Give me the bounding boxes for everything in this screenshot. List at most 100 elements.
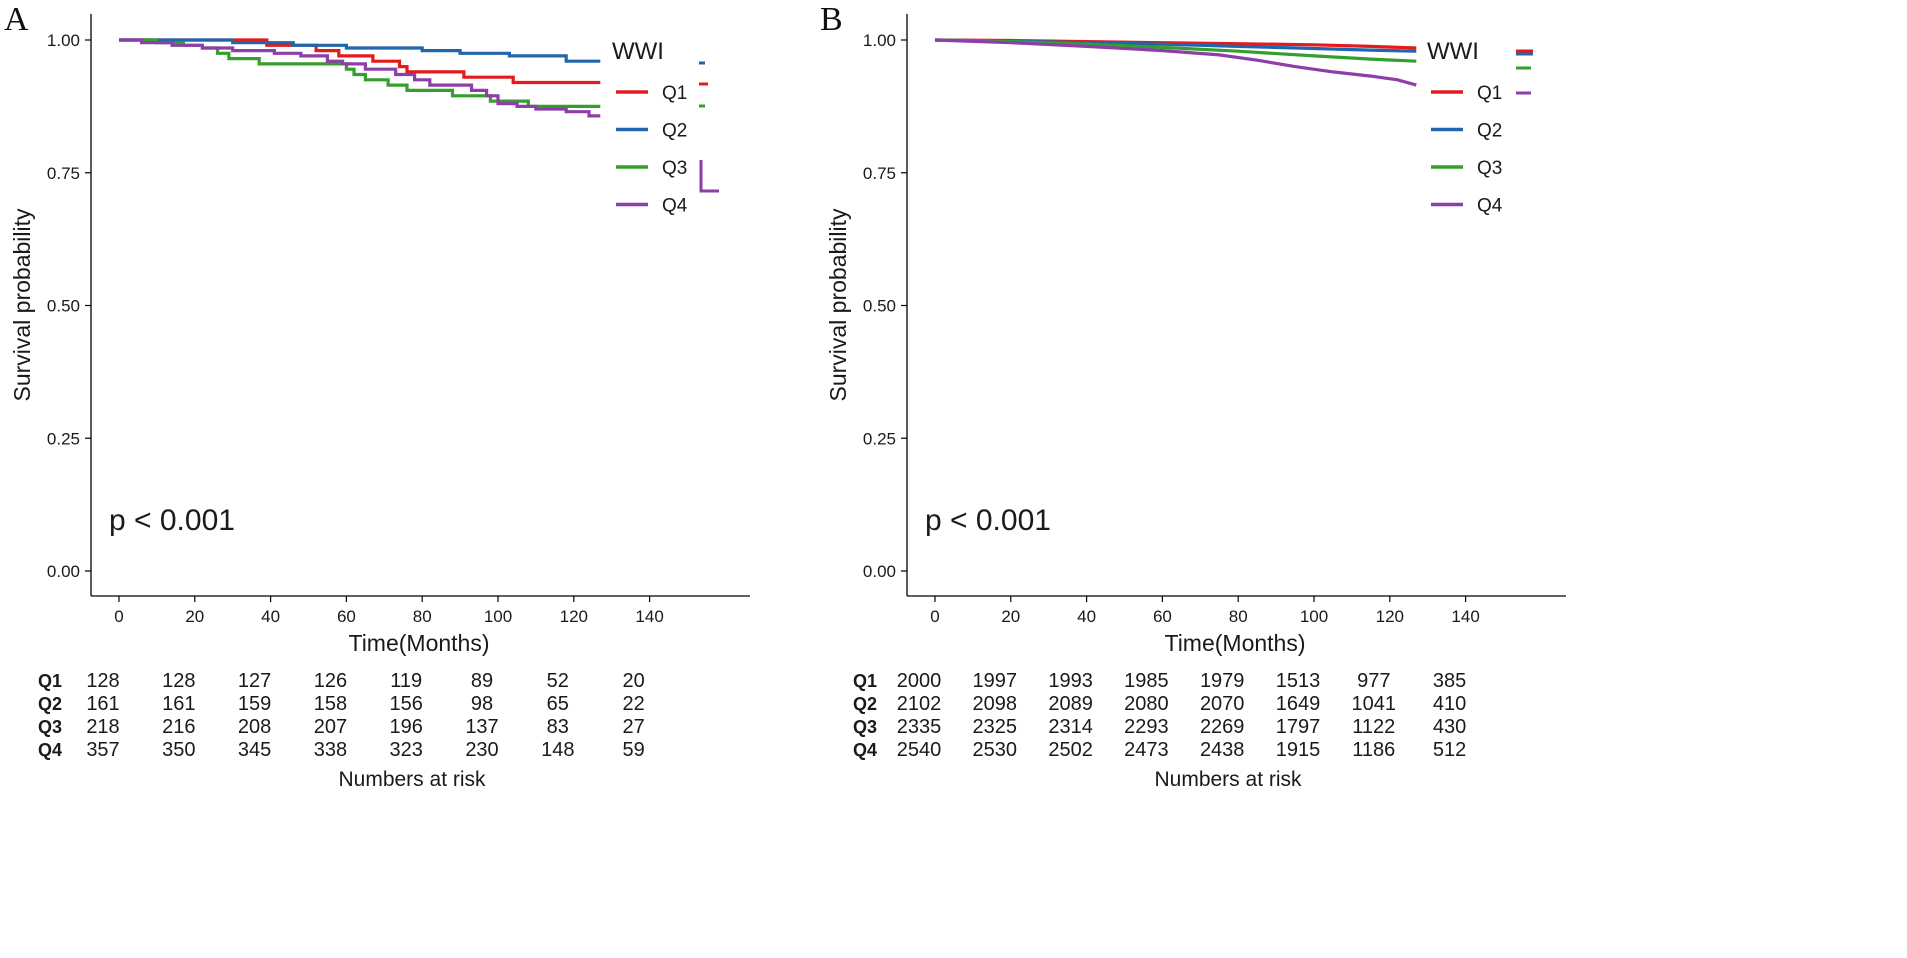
- y-tick-label: 0.50: [47, 297, 80, 316]
- risk-cell: 1993: [1048, 670, 1093, 692]
- y-tick-label: 0.00: [47, 562, 80, 581]
- risk-cell: 207: [314, 716, 347, 738]
- risk-cell: 1186: [1352, 739, 1395, 761]
- risk-cell: 2502: [1048, 739, 1093, 761]
- risk-row-label: Q1: [38, 671, 62, 691]
- panel-label: B: [820, 1, 843, 38]
- x-tick-label: 140: [1451, 607, 1479, 626]
- risk-cell: 977: [1357, 670, 1390, 692]
- x-tick-label: 0: [114, 607, 123, 626]
- risk-cell: 2473: [1124, 739, 1169, 761]
- legend-label-q2: Q2: [1477, 121, 1502, 142]
- y-tick-label: 0.75: [47, 164, 80, 183]
- panel-b: B 0.00 0.25 0.50 0.75 1.00 0 20 40 60 80 100 120 140 T…: [820, 1, 1566, 791]
- p-value-text: p < 0.001: [925, 504, 1051, 537]
- legend-title: WWI: [1427, 38, 1479, 65]
- risk-cell: 2000: [897, 670, 942, 692]
- risk-cell: 1985: [1124, 670, 1169, 692]
- risk-row-label: Q3: [38, 717, 62, 737]
- legend-label-q4: Q4: [662, 196, 688, 217]
- risk-cell: 128: [86, 670, 119, 692]
- risk-cell: 350: [162, 739, 195, 761]
- x-tick-label: 80: [413, 607, 432, 626]
- series-line-q4: [119, 38, 601, 118]
- legend-label-q3: Q3: [662, 158, 687, 179]
- risk-row-label: Q1: [853, 671, 877, 691]
- risk-cell: 2070: [1200, 693, 1245, 715]
- risk-cell: 216: [162, 716, 195, 738]
- risk-cell: 52: [547, 670, 569, 692]
- y-axis-title: Survival probability: [9, 208, 35, 402]
- legend: WWI Q1 Q2 Q3 Q4: [612, 38, 688, 217]
- risk-table: Q1 2000 1997 1993 1985 1979 1513 977 385 Q2 2102 20…: [853, 670, 1466, 791]
- risk-cell: 208: [238, 716, 271, 738]
- panel-label: A: [4, 1, 29, 38]
- risk-cell: 126: [314, 670, 347, 692]
- y-tick-label: 0.00: [863, 562, 896, 581]
- risk-cell: 345: [238, 739, 271, 761]
- risk-row-label: Q2: [38, 694, 62, 714]
- legend-label-q1: Q1: [662, 83, 687, 104]
- risk-cell: 230: [465, 739, 498, 761]
- y-tick-label: 1.00: [863, 31, 896, 50]
- risk-cell: 196: [390, 716, 423, 738]
- risk-cell: 1797: [1276, 716, 1321, 738]
- risk-cell: 2438: [1200, 739, 1245, 761]
- legend-label-q1: Q1: [1477, 83, 1502, 104]
- risk-cell: 2314: [1048, 716, 1093, 738]
- risk-cell: 89: [471, 670, 493, 692]
- risk-cell: 2269: [1200, 716, 1245, 738]
- legend-label-q4: Q4: [1477, 196, 1503, 217]
- risk-cell: 137: [465, 716, 498, 738]
- risk-cell: 161: [162, 693, 195, 715]
- series-line-q4: [934, 38, 1417, 87]
- series-line-q3: [119, 38, 601, 109]
- x-tick-label: 120: [560, 607, 588, 626]
- x-tick-label: 0: [930, 607, 939, 626]
- legend-label-q2: Q2: [662, 121, 687, 142]
- risk-cell: 156: [390, 693, 423, 715]
- risk-cell: 430: [1433, 716, 1466, 738]
- legend: WWI Q1 Q2 Q3 Q4: [1427, 38, 1503, 217]
- risk-cell: 218: [86, 716, 119, 738]
- x-tick-label: 40: [1077, 607, 1096, 626]
- x-tick-label: 40: [261, 607, 280, 626]
- risk-cell: 2293: [1124, 716, 1169, 738]
- risk-row-label: Q4: [38, 740, 62, 760]
- legend-curve-fragments: [699, 61, 719, 193]
- risk-row-label: Q2: [853, 694, 877, 714]
- risk-cell: 65: [547, 693, 569, 715]
- risk-cell: 98: [471, 693, 493, 715]
- risk-cell: 22: [622, 693, 644, 715]
- risk-cell: 512: [1433, 739, 1466, 761]
- series-line-q2: [119, 38, 601, 63]
- risk-cell: 1915: [1276, 739, 1321, 761]
- risk-cell: 2098: [973, 693, 1018, 715]
- x-tick-label: 60: [1153, 607, 1172, 626]
- risk-cell: 2335: [897, 716, 942, 738]
- risk-cell: 1041: [1352, 693, 1397, 715]
- risk-cell: 1122: [1352, 716, 1395, 738]
- risk-cell: 2102: [897, 693, 942, 715]
- risk-cell: 158: [314, 693, 347, 715]
- risk-cell: 119: [390, 670, 422, 692]
- x-tick-label: 20: [1001, 607, 1020, 626]
- x-axis-title: Time(Months): [1165, 630, 1306, 656]
- risk-cell: 1513: [1276, 670, 1321, 692]
- x-tick-label: 60: [337, 607, 356, 626]
- risk-cell: 2325: [973, 716, 1018, 738]
- y-axis-title: Survival probability: [825, 208, 851, 402]
- legend-curve-fragments: [1516, 49, 1533, 95]
- fragment-q4: [699, 160, 719, 193]
- x-tick-label: 80: [1229, 607, 1248, 626]
- p-value-text: p < 0.001: [109, 504, 235, 537]
- y-tick-label: 0.25: [863, 429, 896, 448]
- risk-cell: 83: [547, 716, 569, 738]
- risk-table: Q1 128 128 127 126 119 89 52 20 Q2 161 161 159 158 156…: [38, 670, 645, 791]
- y-tick-label: 0.50: [863, 297, 896, 316]
- x-tick-label: 100: [484, 607, 512, 626]
- risk-cell: 127: [238, 670, 271, 692]
- risk-table-title: Numbers at risk: [1154, 768, 1302, 791]
- risk-row-label: Q3: [853, 717, 877, 737]
